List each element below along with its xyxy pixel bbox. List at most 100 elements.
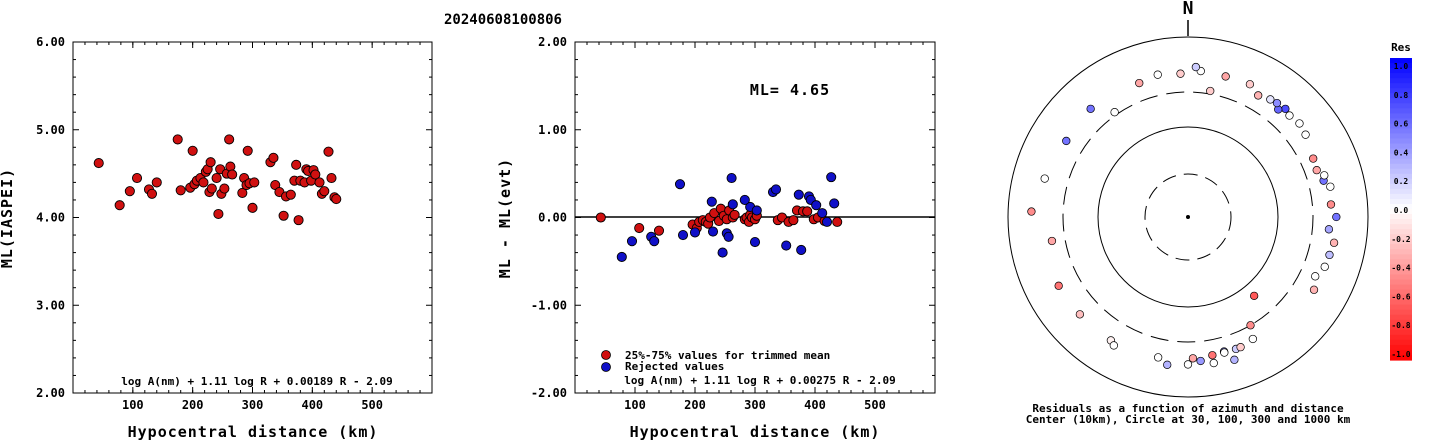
station-marker (1250, 291, 1259, 300)
colorbar-segment (1390, 234, 1412, 240)
legend-marker-rejected (601, 362, 611, 372)
data-point (331, 194, 342, 205)
panel-residual-vs-distance: ML - ML(evt) Hypocentral distance (km) M… (496, 35, 936, 441)
colorbar-segment (1390, 83, 1412, 89)
y-tick-label: 3.00 (36, 298, 65, 312)
station-marker (1324, 225, 1334, 234)
station-marker (1183, 360, 1193, 369)
station-marker (1320, 262, 1329, 271)
data-point (151, 177, 162, 188)
data-point (770, 184, 782, 195)
station-marker (1191, 62, 1201, 72)
colorbar-segment (1390, 178, 1412, 185)
data-point (616, 251, 627, 263)
polar-points (1027, 62, 1341, 369)
y-tick-label: 5.00 (36, 123, 65, 137)
data-point (219, 183, 230, 194)
station-marker (1248, 334, 1258, 344)
station-marker (1309, 285, 1319, 294)
y-tick-label: 2.00 (538, 35, 567, 49)
colorbar-segment (1390, 264, 1412, 270)
y-tick-label: 1.00 (538, 123, 567, 137)
colorbar-label: 0.4 (1394, 148, 1409, 157)
colorbar-segment (1390, 354, 1412, 361)
y-tick-label: 2.00 (36, 386, 65, 400)
data-point (821, 216, 833, 227)
epicenter-dot (1186, 215, 1190, 219)
colorbar-segment (1390, 289, 1412, 296)
data-point (817, 208, 828, 219)
data-point (213, 208, 224, 220)
data-point (707, 226, 719, 237)
colorbar-segment (1390, 344, 1412, 351)
station-marker (1135, 78, 1144, 88)
colorbar-segment (1390, 168, 1412, 175)
colorbar-segment (1390, 274, 1412, 281)
station-marker (1301, 130, 1310, 139)
colorbar-segment (1390, 68, 1412, 74)
station-marker (1254, 91, 1263, 100)
colorbar-segment (1390, 219, 1412, 225)
data-point (131, 172, 143, 184)
ring-100km (1097, 126, 1279, 308)
colorbar-segment (1390, 324, 1412, 331)
x-tick-label: 100 (122, 398, 144, 412)
y-tick-label: 6.00 (36, 35, 65, 49)
colorbar-segment (1390, 183, 1412, 190)
colorbar-segment (1390, 78, 1412, 84)
data-point (802, 206, 813, 217)
data-point (717, 247, 728, 258)
colorbar-segment (1390, 209, 1412, 215)
station-marker (1332, 212, 1341, 222)
station-marker (1047, 236, 1057, 246)
data-point (649, 236, 660, 247)
polar-caption-line2: Center (10km), Circle at 30, 100, 300 an… (1026, 413, 1351, 426)
x-tick-label: 300 (744, 398, 766, 412)
y-tick-label: 0.00 (538, 211, 567, 225)
station-marker (1266, 95, 1275, 104)
data-point (751, 205, 762, 216)
data-point (124, 186, 135, 197)
station-marker (1312, 165, 1321, 175)
data-point (175, 185, 186, 196)
data-point (749, 237, 761, 248)
colorbar-segment (1390, 173, 1412, 180)
station-marker (1075, 310, 1085, 319)
data-point (626, 236, 638, 247)
station-marker (1220, 348, 1229, 357)
data-point (829, 198, 840, 209)
data-point (826, 172, 837, 183)
colorbar-segment (1390, 304, 1412, 311)
colorbar-segment (1390, 163, 1412, 170)
panel-azimuth-residuals: N Residuals as a function of azimuth and… (1007, 0, 1412, 426)
colorbar: 1.0 0.8 0.6 0.4 0.2 0.0 -0.2 -0.4 -0.6 -0.8 -1.0 (1390, 58, 1412, 361)
data-point (114, 200, 125, 211)
data-point (291, 159, 302, 170)
station-marker (1208, 351, 1217, 360)
panel2-xlabel: Hypocentral distance (km) (630, 423, 881, 441)
data-point (726, 172, 737, 184)
colorbar-segment (1390, 198, 1412, 205)
data-point (146, 188, 158, 199)
y-tick-label: -1.00 (531, 298, 567, 312)
station-marker (1109, 341, 1118, 350)
colorbar-segment (1390, 259, 1412, 265)
y-tick-label: -2.00 (531, 386, 567, 400)
data-point (205, 157, 216, 168)
station-marker (1325, 250, 1334, 260)
panel1-y-ticks: 2.00 3.00 4.00 5.00 6.00 (36, 35, 432, 400)
panel1-points (93, 134, 342, 226)
ml-annotation: ML= 4.65 (750, 81, 830, 99)
station-marker (1230, 355, 1239, 364)
colorbar-segment (1390, 73, 1412, 79)
panel2-x-ticks: 100 200 300 400 500 (574, 42, 936, 412)
station-marker (1062, 136, 1071, 146)
data-point (211, 172, 222, 184)
station-marker (1221, 72, 1230, 81)
colorbar-segment (1390, 244, 1412, 250)
data-point (227, 169, 238, 180)
data-point (224, 134, 235, 145)
data-point (268, 152, 279, 163)
colorbar-segment (1390, 314, 1412, 321)
colorbar-segment (1390, 299, 1412, 306)
